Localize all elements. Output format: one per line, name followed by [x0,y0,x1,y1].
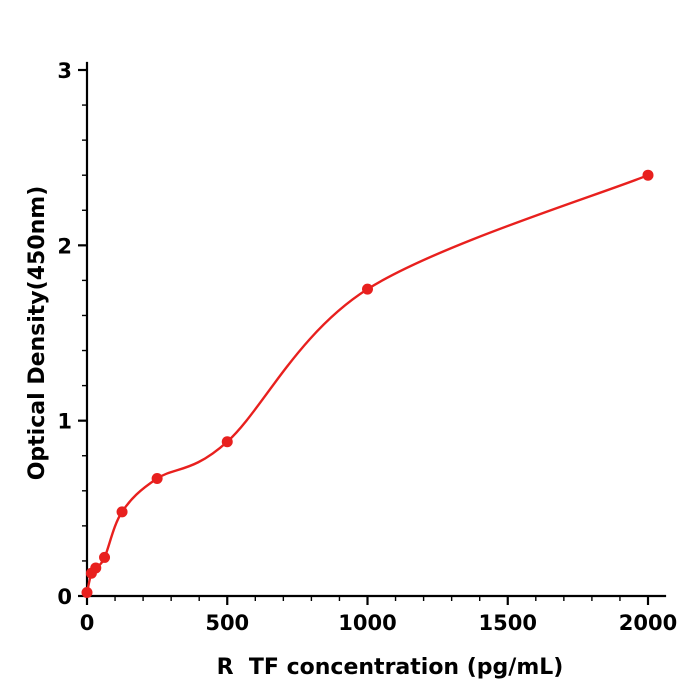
axes [85,61,667,598]
data-point [81,586,93,598]
x-tick-label: 500 [205,611,249,635]
data-point [362,283,373,295]
data-point [221,436,233,448]
tick-labels: 0 500 1000 1500 2000 0 1 2 3 [57,59,677,635]
data-point [99,551,111,563]
data-point [642,169,654,181]
data-points-group [81,169,654,598]
ticks [78,68,650,605]
x-tick-label: 0 [80,611,95,635]
y-tick-label: 2 [57,234,72,258]
y-tick-label: 1 [57,410,72,434]
y-tick-label: 3 [57,59,72,83]
x-tick-label: 1500 [479,611,537,635]
data-point [151,473,163,485]
x-tick-label: 2000 [619,611,677,635]
x-axis-label: R TF concentration (pg/mL) [217,655,564,680]
y-axis-label: Optical Density(450nm) [25,186,50,481]
fit-curve-group [85,174,650,594]
data-point [90,562,102,574]
data-point [116,506,128,518]
y-tick-label: 0 [57,585,72,609]
fit-curve [85,174,650,594]
x-tick-label: 1000 [338,611,396,635]
